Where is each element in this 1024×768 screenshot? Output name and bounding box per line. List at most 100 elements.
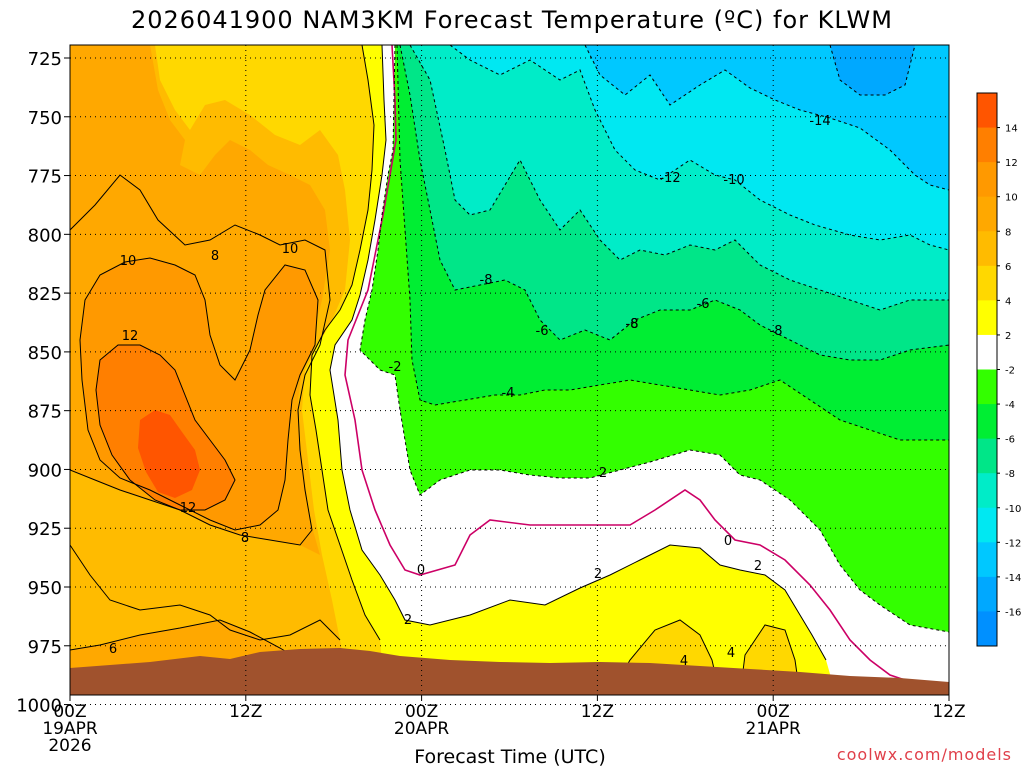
colorbar-label: -8 [1005, 469, 1015, 480]
contour-label: -12 [659, 171, 680, 186]
contour-label: -6 [697, 297, 710, 312]
colorbar-swatch [977, 473, 997, 509]
y-tick-label: 900 [28, 460, 62, 481]
contour-label: 10 [120, 254, 137, 269]
y-tick-label: 800 [28, 225, 62, 246]
contour-label: -8 [480, 273, 493, 288]
contour-label: 4 [727, 646, 735, 661]
y-tick-label: 850 [28, 343, 62, 364]
colorbar-label: -14 [1005, 573, 1021, 584]
chart-title: 2026041900 NAM3KM Forecast Temperature (… [131, 6, 893, 34]
x-tick-label: 19APR [42, 719, 98, 739]
y-tick-label: 925 [28, 519, 62, 540]
colorbar-label: 4 [1005, 296, 1011, 307]
colorbar-label: -10 [1005, 504, 1021, 515]
y-tick-label: 1000 [16, 696, 62, 717]
x-tick-label: 00Z [405, 702, 438, 722]
y-tick-label: 875 [28, 402, 62, 423]
y-tick-label: 750 [28, 108, 62, 129]
x-tick-label: 12Z [581, 702, 614, 722]
colorbar-swatch [977, 334, 997, 370]
y-tick-label: 775 [28, 167, 62, 188]
colorbar-swatch [977, 300, 997, 336]
colorbar-swatch [977, 369, 997, 405]
colorbar-label: -4 [1005, 400, 1015, 411]
x-axis-label: Forecast Time (UTC) [414, 746, 606, 768]
colorbar-swatch [977, 93, 997, 129]
contour-label: -8 [770, 324, 783, 339]
colorbar-swatch [977, 438, 997, 474]
contour-line-minus-6 [399, 45, 949, 361]
x-tick-label: 20APR [394, 719, 450, 739]
colorbar-label: 6 [1005, 262, 1011, 273]
contour-label: 8 [211, 249, 219, 264]
plot-frame [69, 44, 950, 696]
colorbar-label: -2 [1005, 366, 1015, 377]
y-tick-label: 950 [28, 578, 62, 599]
colorbar-label: 8 [1005, 227, 1011, 238]
colorbar-label: -12 [1005, 538, 1021, 549]
colorbar-label: 10 [1005, 193, 1018, 204]
colorbar-swatch [977, 576, 997, 612]
x-tick-label: 00Z [53, 702, 86, 722]
contour-line-0 [344, 45, 949, 691]
contour-line-4 [309, 45, 381, 641]
contour-label: 2 [754, 559, 762, 574]
contour-line-4b [609, 619, 721, 695]
contour-label: 2 [599, 466, 607, 481]
contour-line-2 [329, 45, 827, 661]
contour-line-8 [70, 174, 331, 546]
y-tick-label: 825 [28, 284, 62, 305]
contour-label: 2 [404, 613, 412, 628]
terrain-ground [70, 648, 949, 695]
colorbar-label: -16 [1005, 607, 1021, 618]
contour-line-4c [739, 624, 801, 695]
contour-line-10 [79, 257, 319, 531]
contour-label: -2 [389, 360, 402, 375]
x-tick-label: 12Z [932, 702, 965, 722]
x-tick-label: 21APR [746, 719, 802, 739]
contour-label: -8 [626, 317, 639, 332]
colorbar-label: 12 [1005, 158, 1018, 169]
contour-label: 12 [122, 329, 139, 344]
colorbar-swatch [977, 265, 997, 301]
contour-label: -8 [626, 317, 639, 332]
y-tick-label: 725 [28, 49, 62, 70]
colorbar-swatch [977, 542, 997, 578]
contour-line-12 [95, 344, 236, 511]
colorbar: 14 12 10 8 6 4 2 -2 -4 -6 -8 -10 -12 -14 -16 [976, 92, 1021, 647]
x-tick-label: 2026 [48, 736, 91, 756]
contour-line-6 [70, 544, 341, 641]
colorbar-swatch [977, 231, 997, 267]
contour-label: 2 [594, 567, 602, 582]
colorbar-swatch [977, 507, 997, 543]
contour-label: -14 [809, 114, 830, 129]
colorbar-swatch [977, 127, 997, 163]
contour-label: 0 [417, 563, 425, 578]
temp-band-14-plus [138, 410, 200, 498]
contour-label: -10 [723, 173, 744, 188]
colorbar-label: 14 [1005, 124, 1018, 135]
contour-label: 12 [180, 501, 197, 516]
source-credit[interactable]: coolwx.com/models [836, 745, 1012, 764]
contour-label: -6 [536, 324, 549, 339]
x-tick-label: 12Z [229, 702, 262, 722]
x-tick-label: 00Z [757, 702, 790, 722]
contour-label: 8 [241, 531, 249, 546]
contour-line-minus-4 [396, 45, 949, 441]
contour-label: 4 [680, 654, 688, 669]
colorbar-swatch [977, 404, 997, 440]
contour-label: 10 [282, 242, 299, 257]
colorbar-label: 2 [1005, 331, 1011, 342]
contour-label: 0 [724, 534, 732, 549]
contour-line-minus-14 [829, 45, 916, 96]
contour-label: 6 [109, 642, 117, 657]
colorbar-label: -6 [1005, 435, 1015, 446]
colorbar-swatch [977, 162, 997, 198]
colorbar-swatch [977, 611, 997, 647]
colorbar-swatch [977, 196, 997, 232]
y-tick-label: 975 [28, 637, 62, 658]
contour-line-minus-10 [449, 45, 949, 251]
contour-label: -4 [502, 386, 515, 401]
